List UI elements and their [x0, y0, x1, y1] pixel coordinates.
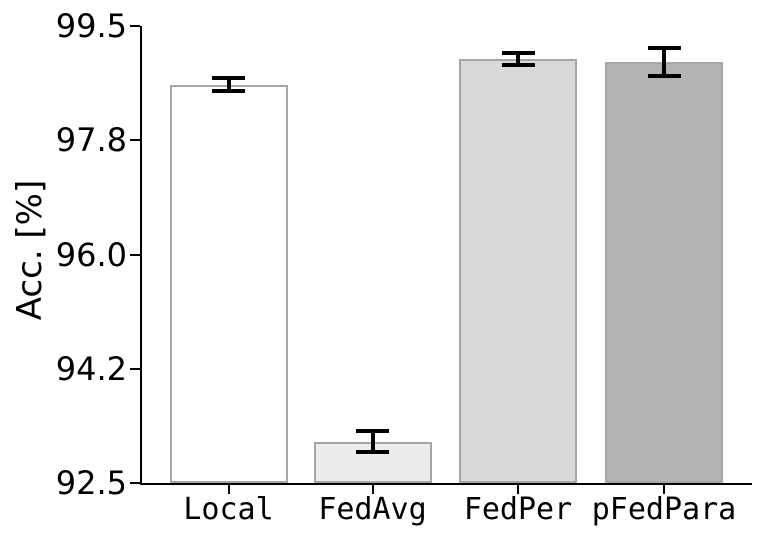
bar-fedavg	[313, 441, 432, 483]
y-tick	[130, 253, 140, 256]
y-tick	[130, 482, 140, 484]
error-bar-line	[370, 431, 375, 453]
error-bar-line	[516, 52, 520, 65]
error-bar-cap-top	[356, 429, 389, 434]
error-bar-line	[662, 47, 666, 77]
y-tick-label: 96.0	[55, 235, 127, 274]
bar-pfedpara	[605, 61, 723, 483]
x-tick	[227, 485, 230, 494]
error-bar-cap-top	[212, 76, 245, 81]
y-axis-spine	[140, 26, 142, 485]
x-tick-label: pFedPara	[591, 492, 737, 527]
error-bar-line	[226, 78, 231, 92]
x-axis-spine	[140, 483, 752, 485]
bar-fedper	[459, 58, 577, 483]
x-tick-label: FedPer	[463, 492, 573, 527]
y-tick	[130, 139, 140, 142]
y-tick	[130, 367, 140, 370]
x-tick-label: Local	[183, 492, 274, 527]
error-bar-cap-bottom	[212, 89, 245, 94]
x-tick	[517, 485, 519, 494]
error-bar-cap-top	[501, 50, 535, 55]
y-tick-label: 99.5	[55, 7, 127, 45]
error-bar-cap-bottom	[647, 74, 681, 79]
y-tick-label: 92.5	[55, 464, 127, 502]
error-bar-cap-bottom	[356, 450, 389, 455]
bar-local	[169, 84, 288, 483]
error-bar-cap-top	[647, 45, 681, 50]
y-tick-label: 94.2	[55, 349, 127, 388]
y-tick-label: 97.8	[55, 121, 127, 160]
x-tick-label: FedAvg	[318, 492, 427, 527]
x-tick	[663, 485, 665, 494]
error-bar-cap-bottom	[501, 62, 535, 67]
plot-area	[142, 26, 752, 483]
x-tick	[371, 485, 374, 494]
y-tick	[130, 25, 140, 27]
